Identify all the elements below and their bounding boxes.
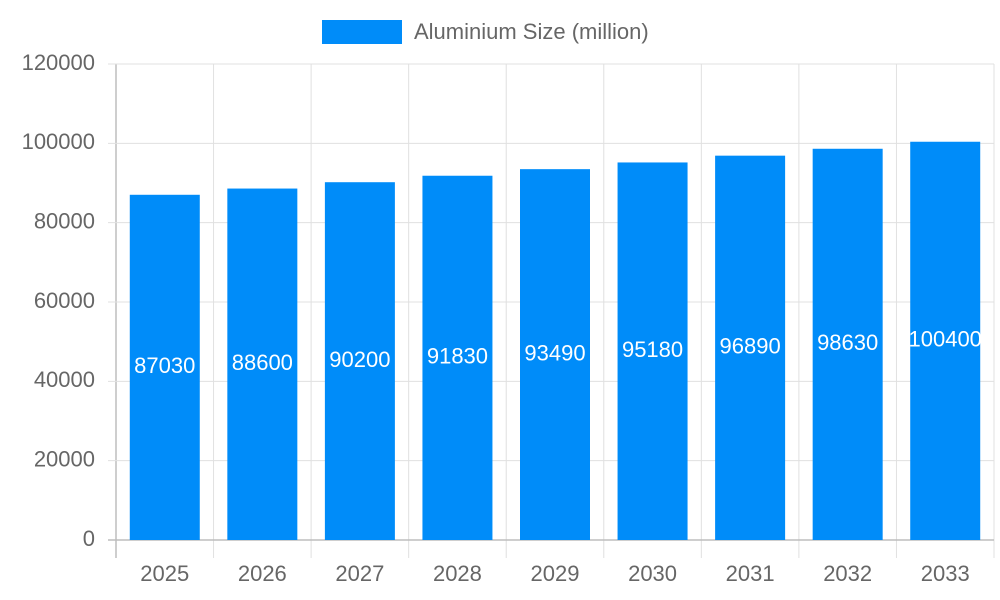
x-tick-label: 2033	[921, 561, 970, 586]
bar	[910, 141, 981, 540]
legend-swatch	[322, 20, 402, 44]
bar	[520, 169, 590, 541]
y-tick-label: 20000	[34, 446, 95, 471]
data-label: 95180	[622, 337, 683, 362]
bar	[422, 175, 493, 540]
data-label: 98630	[817, 330, 878, 355]
data-label: 91830	[427, 344, 488, 369]
bar	[227, 188, 298, 540]
x-tick-label: 2032	[823, 561, 872, 586]
x-tick-label: 2028	[433, 561, 482, 586]
bar	[812, 148, 883, 540]
x-tick-label: 2030	[628, 561, 677, 586]
x-tick-label: 2025	[140, 561, 189, 586]
x-tick-label: 2029	[531, 561, 580, 586]
bar	[129, 194, 200, 540]
bar	[617, 162, 688, 540]
bar	[715, 155, 786, 540]
data-label: 87030	[134, 353, 195, 378]
data-label: 90200	[329, 347, 390, 372]
y-tick-label: 0	[83, 526, 95, 551]
data-label: 96890	[720, 334, 781, 359]
y-tick-label: 60000	[34, 288, 95, 313]
bar	[324, 182, 395, 540]
data-label: 88600	[232, 350, 293, 375]
x-tick-label: 2031	[726, 561, 775, 586]
y-tick-label: 100000	[22, 129, 95, 154]
y-tick-label: 120000	[22, 50, 95, 75]
y-tick-label: 40000	[34, 367, 95, 392]
y-tick-label: 80000	[34, 208, 95, 233]
data-label: 93490	[524, 340, 585, 365]
x-tick-label: 2027	[335, 561, 384, 586]
x-tick-label: 2026	[238, 561, 287, 586]
data-label: 100400	[909, 327, 982, 352]
legend-label: Aluminium Size (million)	[414, 19, 649, 44]
